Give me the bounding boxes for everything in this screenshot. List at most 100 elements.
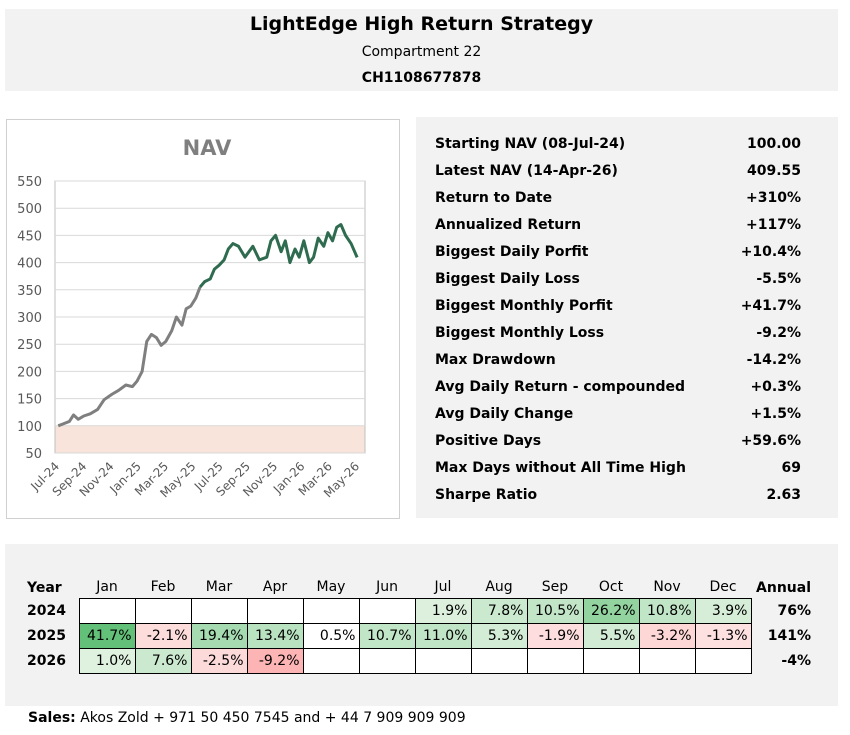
monthly-return-cell: 10.7% [358,622,416,649]
stat-value: 409.55 [746,163,801,179]
stat-value: +310% [746,190,801,206]
monthly-return-cell: 10.8% [638,597,696,624]
stat-value: +10.4% [740,244,801,260]
monthly-return-cell: -1.9% [526,622,584,649]
report-header: LightEdge High Return Strategy Compartme… [5,9,838,91]
monthly-return-cell: 11.0% [414,622,472,649]
y-tick-label: 500 [17,202,42,217]
y-tick-label: 350 [17,284,42,299]
monthly-return-cell [694,647,752,674]
month-header: Nov [653,579,681,596]
stat-label: Max Days without All Time High [435,460,686,476]
monthly-return-cell: 41.7% [78,622,136,649]
monthly-return-cell: 19.4% [190,622,248,649]
compartment-label: Compartment 22 [361,44,482,60]
stat-row: Positive Days +59.6% [435,433,801,460]
monthly-return-cell: 1.9% [414,597,472,624]
monthly-return-cell [246,597,304,624]
stat-value: 2.63 [766,487,801,503]
y-tick-label: 100 [17,420,42,435]
y-tick-label: 150 [17,393,42,408]
stat-row: Max Drawdown -14.2% [435,352,801,379]
stat-label: Biggest Monthly Loss [435,325,605,341]
monthly-return-cell: 5.3% [470,622,528,649]
monthly-return-cell [302,597,360,624]
returns-header-row: Year Jan Feb Mar Apr May Jun Jul Aug Sep Oct Nov Dec… [27,577,811,598]
monthly-return-cell: -1.3% [694,622,752,649]
stat-row: Return to Date +310% [435,190,801,217]
stat-value: -14.2% [746,352,801,368]
stat-row: Biggest Daily Porfit +10.4% [435,244,801,271]
stat-label: Starting NAV (08-Jul-24) [435,136,626,152]
monthly-return-cell [302,647,360,674]
stat-row: Max Days without All Time High 69 [435,460,801,487]
stat-label: Avg Daily Return - compounded [435,379,686,395]
month-header: Sep [541,579,569,596]
y-tick-label: 200 [17,365,42,380]
stat-value: +41.7% [740,298,801,314]
chart-title: NAV [183,136,232,160]
below-baseline-area [55,425,365,453]
stat-row: Biggest Monthly Loss -9.2% [435,325,801,352]
monthly-return-cell [358,597,416,624]
year-label: 2026 [27,652,66,669]
stat-row: Starting NAV (08-Jul-24) 100.00 [435,136,801,163]
monthly-return-cell [470,647,528,674]
monthly-return-cell [638,647,696,674]
y-tick-label: 250 [17,338,42,353]
stat-row: Avg Daily Return - compounded +0.3% [435,379,801,406]
monthly-return-cell: 13.4% [246,622,304,649]
annual-return: -4% [781,652,811,669]
monthly-returns-table: Year Jan Feb Mar Apr May Jun Jul Aug Sep Oct Nov Dec… [27,577,811,674]
nav-line-early [57,286,202,428]
annual-return: 141% [767,627,811,644]
stat-row: Sharpe Ratio 2.63 [435,487,801,514]
stat-value: -9.2% [756,325,801,341]
isin-code: CH1108677878 [361,70,482,86]
stat-value: 100.00 [746,136,801,152]
stat-value: -5.5% [756,271,801,287]
monthly-return-cell [190,597,248,624]
monthly-return-cell: 7.8% [470,597,528,624]
y-tick-label: 400 [17,257,42,272]
stat-label: Sharpe Ratio [435,487,538,503]
month-header: Jun [376,579,398,596]
stat-value: +0.3% [750,379,801,395]
stat-value: 69 [781,460,801,476]
monthly-return-cell [526,647,584,674]
returns-year-row: 2024 1.9% 7.8% 10.5% 26.2% 10.8% 3.9% 76% [27,597,811,624]
stat-label: Biggest Daily Loss [435,271,580,287]
stat-label: Biggest Daily Porfit [435,244,589,260]
stat-row: Latest NAV (14-Apr-26) 409.55 [435,163,801,190]
monthly-return-cell: 10.5% [526,597,584,624]
stat-row: Biggest Daily Loss -5.5% [435,271,801,298]
strategy-title: LightEdge High Return Strategy [249,13,594,35]
y-tick-label: 550 [17,175,42,190]
monthly-return-cell: 0.5% [302,622,360,649]
monthly-return-cell [414,647,472,674]
sales-contact: Sales: Akos Zold + 971 50 450 7545 and +… [28,710,466,726]
monthly-return-cell [78,597,136,624]
monthly-return-cell: -2.1% [134,622,192,649]
monthly-return-cell [582,647,640,674]
month-header: Apr [262,579,288,596]
month-header: Feb [150,579,176,596]
month-header: Jul [434,579,452,596]
month-header: May [316,579,346,596]
stat-label: Positive Days [435,433,542,449]
monthly-return-cell: 3.9% [694,597,752,624]
monthly-return-cell: -3.2% [638,622,696,649]
year-label: 2025 [27,627,66,644]
stat-row: Biggest Monthly Porfit +41.7% [435,298,801,325]
stats-panel: Starting NAV (08-Jul-24) 100.00 Latest NAV… [416,117,838,518]
monthly-return-cell: 26.2% [582,597,640,624]
stat-value: +1.5% [750,406,801,422]
monthly-returns-panel: Year Jan Feb Mar Apr May Jun Jul Aug Sep Oct Nov Dec… [5,544,838,706]
stat-label: Biggest Monthly Porfit [435,298,613,314]
y-tick-label: 300 [17,311,42,326]
monthly-return-cell: -2.5% [190,647,248,674]
monthly-return-cell: 7.6% [134,647,192,674]
nav-line-late [198,223,359,289]
returns-year-row: 2026 1.0% 7.6% -2.5% -9.2% -4% [27,647,811,674]
monthly-return-cell: 5.5% [582,622,640,649]
